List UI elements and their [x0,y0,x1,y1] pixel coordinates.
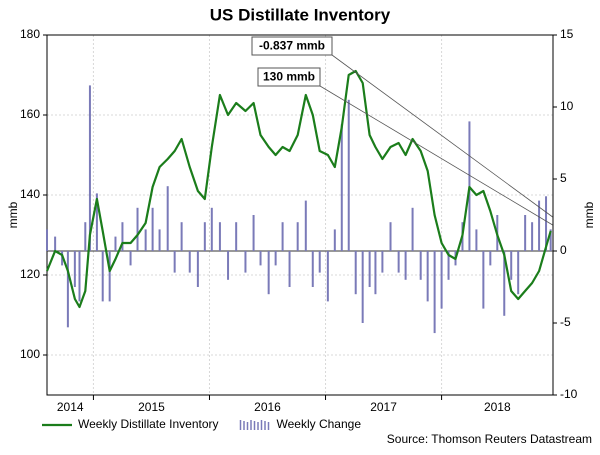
bar [333,229,336,251]
x-tick-label: 2017 [370,400,397,414]
annotation-box [257,67,321,87]
bar [326,251,329,302]
bar [274,251,277,266]
bar [545,196,548,251]
bar [151,207,154,251]
bar [440,251,443,309]
y-tick-label: 100 [20,347,40,361]
bar [411,207,414,251]
source: Source: Thomson Reuters Datastream [387,432,592,446]
bar [374,251,377,295]
x-tick-label: 2018 [484,400,511,414]
plot-frame [46,34,554,396]
bar [108,251,111,302]
bar [84,222,87,251]
bar [389,222,392,251]
bar [340,124,343,251]
annotation: -0.837 mmb [259,39,325,53]
y2-tick-label: -5 [560,315,571,329]
bar [538,200,541,251]
bar [158,229,161,251]
bar [196,251,199,287]
bar [136,207,139,251]
bar [173,251,176,273]
bar [188,251,191,273]
bar [121,222,124,251]
x-tick-label: 2014 [57,400,84,414]
bar [73,251,76,287]
bar [475,229,478,251]
bar [203,222,206,251]
bar [419,251,422,280]
annotation-leader [331,54,553,218]
y2-tick-label: 5 [560,171,567,185]
bar [524,215,527,251]
bar [404,251,407,280]
bar [129,251,132,266]
x-tick-label: 2016 [254,400,281,414]
y2-tick-label: 15 [560,27,574,41]
bar [531,222,534,251]
bar [318,251,321,273]
bar [259,251,262,266]
y2-tick-label: -10 [560,387,578,401]
y-tick-label: 120 [20,267,40,281]
bar [78,251,81,302]
bar [281,222,284,251]
bar [166,186,169,251]
bar [66,251,69,328]
bar [503,251,506,316]
bar [252,215,255,251]
bar [447,251,450,280]
bar [114,236,117,251]
bar [397,251,400,273]
bar [549,229,552,251]
bar [210,207,213,251]
bar [510,251,513,280]
bar [517,251,520,295]
bar [101,251,104,302]
bar [368,251,371,287]
bar [218,222,221,251]
legend-label: Weekly Change [277,417,362,431]
bar [180,222,183,251]
bar [489,251,492,266]
bar [46,229,48,251]
bar [288,251,291,287]
y2-tick-label: 0 [560,243,567,257]
y2-axis-label: mmb [582,201,596,228]
bar [267,251,270,295]
bar [347,99,350,251]
annotation-box [251,36,333,56]
y-axis-label: mmb [6,201,20,228]
bar [426,251,429,302]
x-tick-label: 2015 [138,400,165,414]
y2-tick-label: 10 [560,99,574,113]
annotation: 130 mmb [263,70,315,84]
y-tick-label: 140 [20,187,40,201]
bar [296,222,299,251]
bar [61,251,64,266]
bar [361,251,364,323]
annotation-leader [319,85,553,226]
line [45,69,552,309]
bar [433,251,436,334]
bar [244,251,247,273]
legend-label: Weekly Distillate Inventory [78,417,219,431]
bar [311,251,314,287]
bar [235,222,238,251]
bar [304,200,307,251]
bar [144,229,147,251]
bar [354,251,357,295]
bar [95,193,98,251]
bar [54,236,57,251]
bar [381,251,384,273]
y-tick-label: 180 [20,27,40,41]
bar [88,85,91,252]
bar [482,251,485,309]
y-tick-label: 160 [20,107,40,121]
chart-title: US Distillate Inventory [210,5,391,24]
bar [227,251,230,280]
